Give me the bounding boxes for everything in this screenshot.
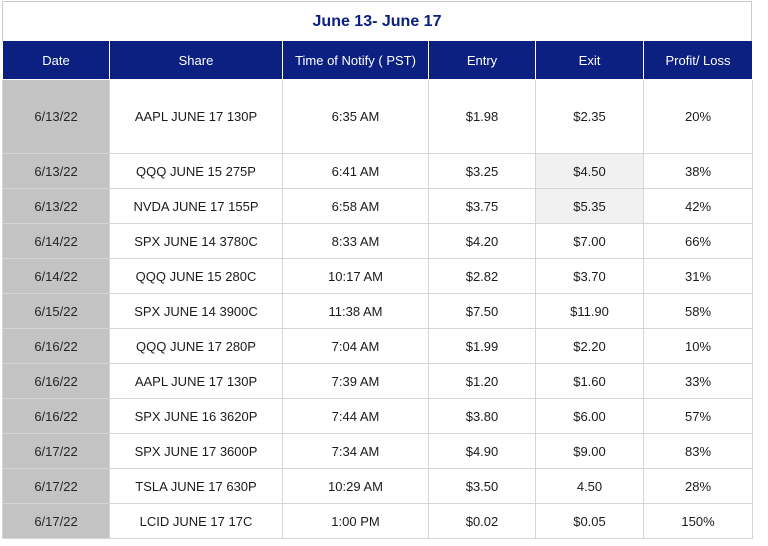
- cell-entry: $7.50: [428, 293, 536, 329]
- header-entry: Entry: [428, 41, 536, 80]
- cell-time: 7:39 AM: [282, 363, 429, 399]
- cell-date: 6/13/22: [2, 153, 110, 189]
- cell-profit-loss: 10%: [643, 328, 753, 364]
- header-row: Date Share Time of Notify ( PST) Entry E…: [2, 41, 753, 80]
- table-row: 6/16/22 SPX JUNE 16 3620P 7:44 AM $3.80 …: [2, 398, 753, 434]
- cell-date: 6/17/22: [2, 468, 110, 504]
- cell-entry: $4.90: [428, 433, 536, 469]
- trades-table: Date Share Time of Notify ( PST) Entry E…: [2, 41, 753, 539]
- cell-profit-loss: 33%: [643, 363, 753, 399]
- cell-profit-loss: 58%: [643, 293, 753, 329]
- cell-date: 6/13/22: [2, 188, 110, 224]
- trades-table-container: June 13- June 17 Date Share Time of Noti…: [2, 1, 753, 539]
- table-row: 6/16/22 QQQ JUNE 17 280P 7:04 AM $1.99 $…: [2, 328, 753, 364]
- cell-share: SPX JUNE 14 3900C: [109, 293, 283, 329]
- cell-date: 6/15/22: [2, 293, 110, 329]
- table-row: 6/17/22 LCID JUNE 17 17C 1:00 PM $0.02 $…: [2, 503, 753, 539]
- cell-share: SPX JUNE 14 3780C: [109, 223, 283, 259]
- header-share: Share: [109, 41, 283, 80]
- cell-entry: $3.80: [428, 398, 536, 434]
- cell-profit-loss: 20%: [643, 79, 753, 154]
- table-row: 6/14/22 SPX JUNE 14 3780C 8:33 AM $4.20 …: [2, 223, 753, 259]
- cell-exit: $3.70: [535, 258, 644, 294]
- cell-exit: $11.90: [535, 293, 644, 329]
- table-row: 6/13/22 NVDA JUNE 17 155P 6:58 AM $3.75 …: [2, 188, 753, 224]
- table-title: June 13- June 17: [2, 1, 752, 41]
- cell-exit: $4.50: [535, 153, 644, 189]
- cell-profit-loss: 150%: [643, 503, 753, 539]
- cell-exit: 4.50: [535, 468, 644, 504]
- table-row: 6/17/22 SPX JUNE 17 3600P 7:34 AM $4.90 …: [2, 433, 753, 469]
- header-exit: Exit: [535, 41, 644, 80]
- cell-profit-loss: 31%: [643, 258, 753, 294]
- cell-entry: $3.50: [428, 468, 536, 504]
- header-date: Date: [2, 41, 110, 80]
- cell-time: 8:33 AM: [282, 223, 429, 259]
- cell-profit-loss: 66%: [643, 223, 753, 259]
- table-row: 6/16/22 AAPL JUNE 17 130P 7:39 AM $1.20 …: [2, 363, 753, 399]
- cell-exit: $9.00: [535, 433, 644, 469]
- cell-date: 6/14/22: [2, 258, 110, 294]
- table-row: 6/15/22 SPX JUNE 14 3900C 11:38 AM $7.50…: [2, 293, 753, 329]
- cell-share: NVDA JUNE 17 155P: [109, 188, 283, 224]
- cell-date: 6/14/22: [2, 223, 110, 259]
- cell-entry: $2.82: [428, 258, 536, 294]
- cell-time: 7:04 AM: [282, 328, 429, 364]
- table-row: 6/13/22 AAPL JUNE 17 130P 6:35 AM $1.98 …: [2, 79, 753, 154]
- cell-share: QQQ JUNE 15 275P: [109, 153, 283, 189]
- cell-entry: $3.75: [428, 188, 536, 224]
- cell-share: QQQ JUNE 15 280C: [109, 258, 283, 294]
- cell-share: QQQ JUNE 17 280P: [109, 328, 283, 364]
- cell-share: AAPL JUNE 17 130P: [109, 363, 283, 399]
- header-profit-loss: Profit/ Loss: [643, 41, 753, 80]
- cell-entry: $3.25: [428, 153, 536, 189]
- table-row: 6/13/22 QQQ JUNE 15 275P 6:41 AM $3.25 $…: [2, 153, 753, 189]
- cell-time: 7:44 AM: [282, 398, 429, 434]
- cell-profit-loss: 42%: [643, 188, 753, 224]
- cell-profit-loss: 28%: [643, 468, 753, 504]
- cell-share: SPX JUNE 17 3600P: [109, 433, 283, 469]
- cell-time: 6:35 AM: [282, 79, 429, 154]
- cell-exit: $2.20: [535, 328, 644, 364]
- table-row: 6/14/22 QQQ JUNE 15 280C 10:17 AM $2.82 …: [2, 258, 753, 294]
- cell-entry: $0.02: [428, 503, 536, 539]
- cell-entry: $4.20: [428, 223, 536, 259]
- cell-time: 7:34 AM: [282, 433, 429, 469]
- cell-share: AAPL JUNE 17 130P: [109, 79, 283, 154]
- cell-time: 6:58 AM: [282, 188, 429, 224]
- cell-profit-loss: 83%: [643, 433, 753, 469]
- cell-date: 6/16/22: [2, 398, 110, 434]
- cell-share: SPX JUNE 16 3620P: [109, 398, 283, 434]
- cell-exit: $2.35: [535, 79, 644, 154]
- cell-date: 6/17/22: [2, 503, 110, 539]
- cell-exit: $7.00: [535, 223, 644, 259]
- cell-share: LCID JUNE 17 17C: [109, 503, 283, 539]
- cell-time: 1:00 PM: [282, 503, 429, 539]
- cell-date: 6/17/22: [2, 433, 110, 469]
- cell-profit-loss: 38%: [643, 153, 753, 189]
- cell-profit-loss: 57%: [643, 398, 753, 434]
- cell-date: 6/16/22: [2, 363, 110, 399]
- table-row: 6/17/22 TSLA JUNE 17 630P 10:29 AM $3.50…: [2, 468, 753, 504]
- cell-date: 6/16/22: [2, 328, 110, 364]
- cell-entry: $1.20: [428, 363, 536, 399]
- cell-exit: $6.00: [535, 398, 644, 434]
- cell-time: 11:38 AM: [282, 293, 429, 329]
- cell-exit: $0.05: [535, 503, 644, 539]
- cell-time: 10:29 AM: [282, 468, 429, 504]
- cell-date: 6/13/22: [2, 79, 110, 154]
- cell-share: TSLA JUNE 17 630P: [109, 468, 283, 504]
- cell-entry: $1.99: [428, 328, 536, 364]
- cell-time: 10:17 AM: [282, 258, 429, 294]
- cell-exit: $1.60: [535, 363, 644, 399]
- cell-time: 6:41 AM: [282, 153, 429, 189]
- cell-entry: $1.98: [428, 79, 536, 154]
- header-time-of-notify: Time of Notify ( PST): [282, 41, 429, 80]
- cell-exit: $5.35: [535, 188, 644, 224]
